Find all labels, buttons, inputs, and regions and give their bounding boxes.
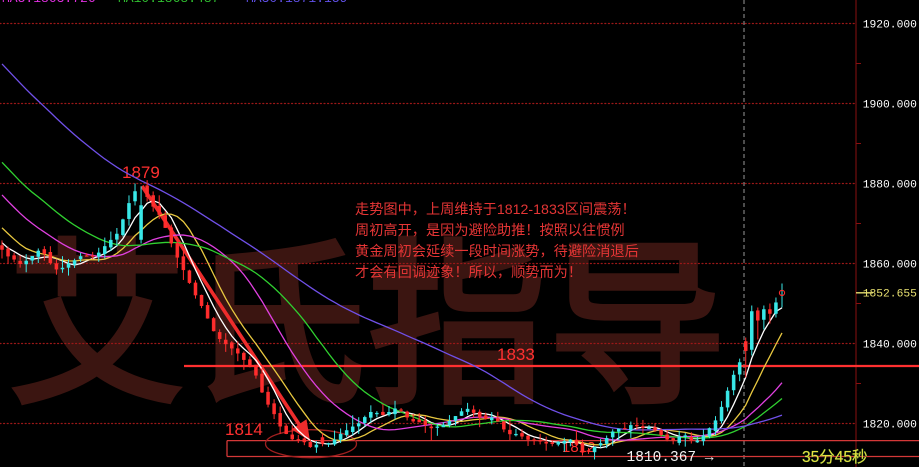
svg-text:周初高开，是因为避险助推！按照以往惯例: 周初高开，是因为避险助推！按照以往惯例 <box>355 222 625 239</box>
svg-text:1920.000: 1920.000 <box>863 20 917 32</box>
svg-text:1833: 1833 <box>497 345 535 364</box>
svg-text:1880.000: 1880.000 <box>863 180 917 192</box>
svg-text:1879: 1879 <box>122 163 160 182</box>
svg-text:才会有回调迹象！所以，顺势而为！: 才会有回调迹象！所以，顺势而为！ <box>355 265 582 281</box>
svg-text:1860.000: 1860.000 <box>863 260 917 272</box>
svg-text:1810.367 →: 1810.367 → <box>627 450 714 466</box>
svg-text:1852.655: 1852.655 <box>863 289 917 301</box>
svg-text:1840.000: 1840.000 <box>863 340 917 352</box>
svg-text:MA5:1863.726: MA5:1863.726 <box>2 0 96 6</box>
svg-text:35分45秒: 35分45秒 <box>802 448 867 466</box>
svg-text:1820.000: 1820.000 <box>863 420 917 432</box>
svg-text:1900.000: 1900.000 <box>863 100 917 112</box>
svg-text:黄金周初会延续一段时间涨势，待避险消退后: 黄金周初会延续一段时间涨势，待避险消退后 <box>355 243 639 260</box>
svg-text:1814: 1814 <box>225 420 263 439</box>
svg-text:MA10:1868.487: MA10:1868.487 <box>118 0 219 6</box>
svg-text:走势图中，上周维持于1812-1833区间震荡！: 走势图中，上周维持于1812-1833区间震荡！ <box>355 202 636 218</box>
svg-text:MA30:1871.159: MA30:1871.159 <box>246 0 347 6</box>
